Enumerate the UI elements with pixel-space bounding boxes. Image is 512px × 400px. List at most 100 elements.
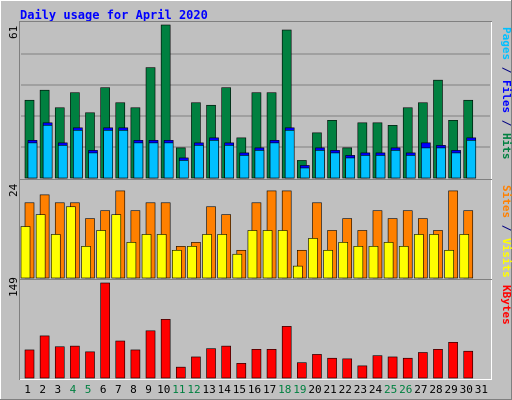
side-legend: Sites / Visits: [500, 185, 512, 278]
side-legend: Pages / Files / Hits: [500, 27, 512, 160]
y-max-label: 61: [7, 26, 20, 39]
bar-pages: [300, 167, 310, 179]
bar-pages: [194, 145, 204, 179]
side-legend-pages: Pages: [500, 27, 512, 60]
bar-visits: [459, 234, 470, 279]
bar-visits: [187, 246, 197, 279]
bar-pages: [451, 152, 461, 179]
bar-kbytes: [372, 355, 383, 379]
x-tick-label: 31: [475, 383, 488, 396]
bar-kbytes: [54, 346, 65, 379]
bar-visits: [262, 230, 273, 279]
bar-kbytes: [342, 358, 353, 379]
bar-pages: [88, 152, 98, 179]
bar-kbytes: [130, 349, 141, 379]
bar-visits: [156, 234, 167, 279]
bar-pages: [42, 125, 53, 179]
bar-kbytes: [387, 356, 398, 379]
y-max-label: 24: [7, 183, 20, 197]
bar-pages: [57, 145, 68, 179]
bar-pages: [118, 130, 129, 179]
side-legend-separator: /: [500, 113, 512, 133]
x-tick-label: 9: [145, 383, 152, 396]
x-tick-label: 14: [218, 383, 232, 396]
x-tick-label: 5: [85, 383, 92, 396]
bar-kbytes: [175, 366, 186, 379]
x-tick-label: 10: [157, 383, 170, 396]
x-tick-label: 6: [100, 383, 107, 396]
x-tick-label: 16: [248, 383, 261, 396]
bar-visits: [444, 249, 454, 279]
x-tick-label: 23: [354, 383, 367, 396]
bar-pages: [390, 150, 401, 179]
bar-visits: [96, 230, 106, 279]
x-tick-label: 17: [263, 383, 276, 396]
panel-visits_sites: 24 Sites / Visits: [7, 179, 512, 280]
bar-visits: [126, 242, 137, 279]
bar-pages: [73, 130, 83, 179]
bar-pages: [163, 142, 174, 179]
bar-pages: [224, 145, 234, 179]
series-pages: [27, 125, 477, 179]
x-tick-label: 26: [399, 383, 412, 396]
bar-visits: [368, 246, 379, 279]
x-tick-label: 24: [369, 383, 383, 396]
bar-visits: [171, 249, 182, 279]
x-tick-label: 27: [414, 383, 427, 396]
bar-visits: [247, 230, 258, 279]
bar-kbytes: [221, 345, 231, 379]
bar-kbytes: [266, 349, 277, 379]
x-tick-label: 29: [445, 383, 458, 396]
x-tick-label: 30: [460, 383, 473, 396]
bar-kbytes: [236, 363, 247, 379]
bar-kbytes: [251, 349, 262, 379]
bar-pages: [178, 160, 189, 179]
y-max-label: 149: [7, 277, 20, 297]
bar-visits: [232, 253, 243, 279]
bar-visits: [66, 206, 76, 279]
side-legend-separator: /: [500, 218, 512, 238]
bar-pages: [436, 147, 446, 179]
side-legend-kbytes: KBytes: [500, 285, 512, 325]
side-legend: KBytes: [500, 285, 512, 325]
x-tick-label: 8: [130, 383, 137, 396]
bar-pages: [133, 142, 144, 179]
bar-pages: [360, 155, 371, 179]
x-tick-label: 20: [308, 383, 321, 396]
bar-kbytes: [160, 319, 171, 379]
bar-visits: [353, 246, 364, 279]
bar-pages: [466, 140, 477, 179]
x-tick-label: 3: [55, 383, 62, 396]
bar-visits: [111, 214, 122, 279]
side-legend-separator: /: [500, 60, 512, 80]
x-tick-label: 13: [202, 383, 215, 396]
bar-kbytes: [402, 357, 413, 379]
bar-kbytes: [312, 354, 322, 379]
x-tick-label: 28: [429, 383, 442, 396]
x-tick-label: 4: [70, 383, 77, 396]
bar-visits: [20, 226, 31, 279]
bar-kbytes: [85, 351, 95, 379]
x-tick-label: 15: [233, 383, 246, 396]
side-legend-files: Files: [500, 80, 512, 113]
bar-pages: [148, 142, 159, 179]
bar-visits: [50, 234, 61, 279]
x-tick-label: 2: [39, 383, 46, 396]
bar-visits: [429, 234, 439, 279]
bar-pages: [254, 150, 265, 179]
bar-visits: [277, 230, 288, 279]
x-axis-tick-labels: 1 2 3 4 5 6 7 8 9 10 11 12 13 14 15 16 17 18 19 20 21 22 23 24 2…: [24, 383, 488, 396]
panel-kbytes: 149 KBytes: [7, 277, 512, 380]
bar-kbytes: [463, 350, 474, 379]
bar-kbytes: [100, 282, 110, 379]
bar-kbytes: [297, 362, 307, 379]
x-tick-label: 11: [172, 383, 185, 396]
bar-pages: [375, 155, 386, 179]
bar-pages: [103, 130, 113, 179]
x-tick-label: 25: [384, 383, 397, 396]
side-legend-hits: Hits: [500, 133, 512, 160]
bar-pages: [330, 152, 340, 179]
